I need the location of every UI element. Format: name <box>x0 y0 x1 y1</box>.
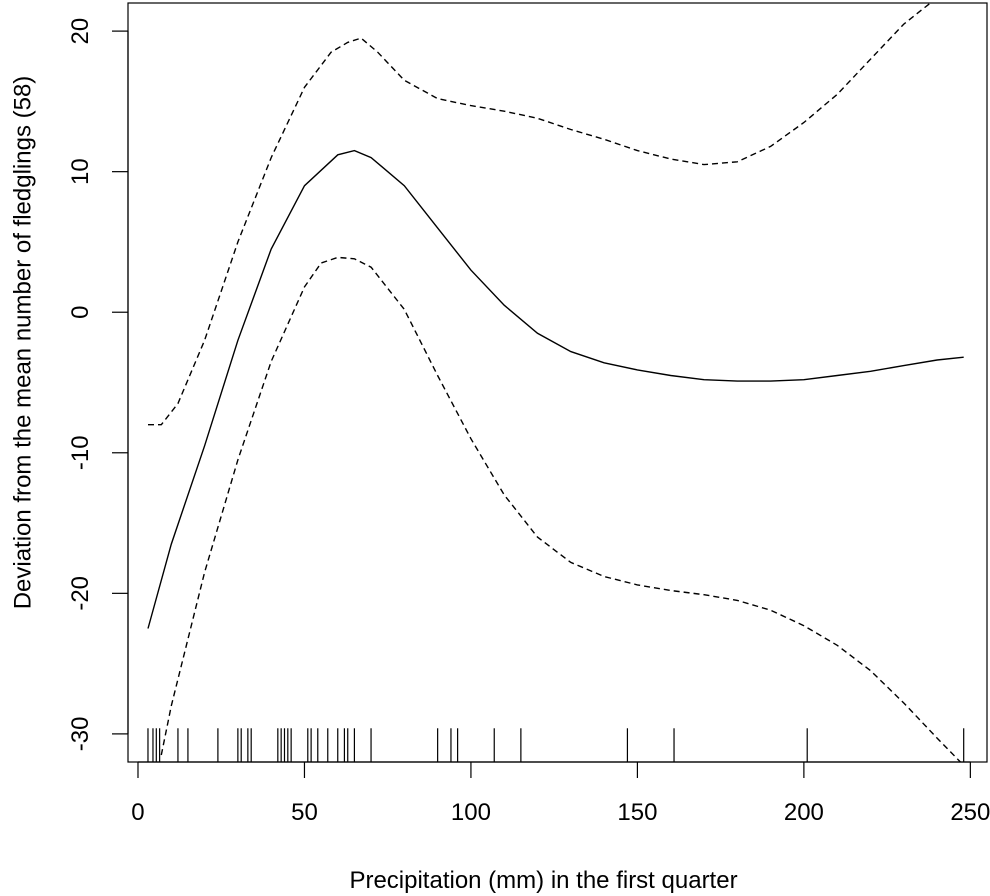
upper-confidence-line <box>148 3 931 426</box>
x-tick-label: 200 <box>784 799 824 826</box>
y-tick-label: -10 <box>67 435 94 470</box>
x-axis-title: Precipitation (mm) in the first quarter <box>349 867 737 894</box>
x-axis: 0 50 100 150 200 250 <box>131 761 990 826</box>
y-tick-label: 10 <box>67 158 94 185</box>
y-tick-label: 20 <box>67 18 94 45</box>
x-tick-label: 150 <box>617 799 657 826</box>
x-tick-label: 250 <box>950 799 990 826</box>
y-tick-label: 0 <box>67 306 94 319</box>
x-tick-label: 50 <box>291 799 318 826</box>
y-tick-label: -30 <box>67 717 94 752</box>
y-axis-title: Deviation from the mean number of fledgl… <box>9 76 36 610</box>
x-tick-label: 100 <box>451 799 491 826</box>
y-axis-title-group: Deviation from the mean number of fledgl… <box>9 76 36 610</box>
fitted-smooth-line <box>147 149 964 629</box>
y-axis: -30 -20 -10 0 10 20 <box>67 18 129 752</box>
plot-frame <box>127 2 988 763</box>
lower-confidence-line <box>160 256 961 762</box>
x-tick-label: 0 <box>131 799 144 826</box>
y-tick-label: -20 <box>67 576 94 611</box>
